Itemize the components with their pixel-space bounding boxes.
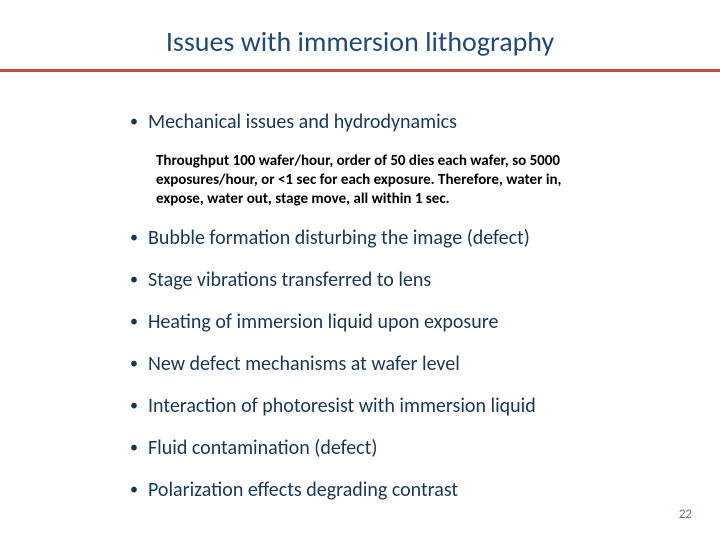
bullet-icon: • — [130, 440, 138, 456]
bullet-subtext: Throughput 100 wafer/hour, order of 50 d… — [156, 152, 610, 208]
slide-title: Issues with immersion lithography — [0, 24, 720, 69]
bullet-icon: • — [130, 356, 138, 372]
list-item: • Mechanical issues and hydrodynamics — [130, 110, 610, 134]
bullet-text: Stage vibrations transferred to lens — [148, 268, 431, 292]
bullet-icon: • — [130, 114, 138, 130]
list-item: • Polarization effects degrading contras… — [130, 478, 610, 502]
bullet-text: Bubble formation disturbing the image (d… — [148, 226, 530, 250]
bullet-text: Mechanical issues and hydrodynamics — [148, 110, 457, 134]
bullet-icon: • — [130, 398, 138, 414]
bullet-icon: • — [130, 482, 138, 498]
bullet-text: Heating of immersion liquid upon exposur… — [148, 310, 498, 334]
content-area: • Mechanical issues and hydrodynamics Th… — [0, 72, 720, 502]
bullet-icon: • — [130, 314, 138, 330]
list-item: • Heating of immersion liquid upon expos… — [130, 310, 610, 334]
bullet-text: Polarization effects degrading contrast — [148, 478, 458, 502]
bullet-text: Fluid contamination (defect) — [148, 436, 377, 460]
bullet-icon: • — [130, 230, 138, 246]
list-item: • Fluid contamination (defect) — [130, 436, 610, 460]
slide: Issues with immersion lithography • Mech… — [0, 0, 720, 540]
list-item: • New defect mechanisms at wafer level — [130, 352, 610, 376]
list-item: • Interaction of photoresist with immers… — [130, 394, 610, 418]
list-item: • Stage vibrations transferred to lens — [130, 268, 610, 292]
bullet-text: New defect mechanisms at wafer level — [148, 352, 460, 376]
bullet-icon: • — [130, 272, 138, 288]
list-item: • Bubble formation disturbing the image … — [130, 226, 610, 250]
page-number: 22 — [679, 507, 692, 522]
bullet-text: Interaction of photoresist with immersio… — [148, 394, 536, 418]
